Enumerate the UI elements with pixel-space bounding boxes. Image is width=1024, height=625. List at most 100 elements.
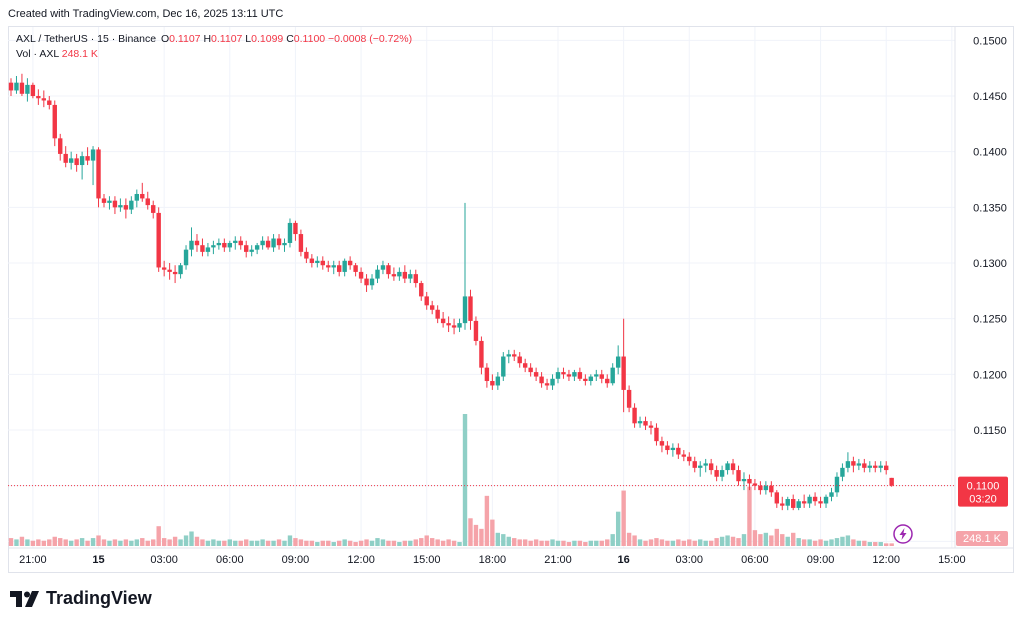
volume-bar <box>577 540 583 546</box>
volume-bar <box>468 518 473 546</box>
volume-bar <box>818 539 823 546</box>
candle-body <box>730 463 736 471</box>
volume-bar <box>25 539 30 546</box>
volume-bar <box>791 532 796 546</box>
volume-bar <box>156 526 161 546</box>
volume-bar <box>533 539 539 546</box>
volume-bar <box>326 540 331 546</box>
candle-body <box>539 376 544 384</box>
candle-body <box>643 421 648 426</box>
volume-bar <box>74 539 79 546</box>
candle-body <box>725 463 730 471</box>
volume-bar <box>429 538 435 546</box>
candle-body <box>337 265 342 272</box>
open-label: O <box>161 33 170 45</box>
candle-body <box>151 205 156 213</box>
volume-bar <box>63 539 68 546</box>
candle-body <box>626 389 632 408</box>
candle-body <box>74 158 79 166</box>
volume-bar <box>260 539 265 546</box>
candle-body <box>19 82 25 94</box>
candle-body <box>703 463 708 466</box>
volume-bar <box>107 540 112 546</box>
candle-body <box>216 242 222 246</box>
candle-body <box>801 501 807 504</box>
volume-bar <box>52 536 57 546</box>
volume-bar <box>189 531 194 546</box>
volume-bar <box>287 535 293 546</box>
volume-bar <box>254 540 260 546</box>
volume-bar <box>774 528 779 546</box>
volume-bar <box>687 539 692 546</box>
volume-bar <box>424 535 429 546</box>
candle-body <box>829 492 834 497</box>
time-tick-label: 03:00 <box>676 554 704 566</box>
tradingview-mark-icon <box>10 590 39 607</box>
volume-bar <box>484 495 490 546</box>
candle-body <box>588 376 594 382</box>
candle-body <box>758 485 763 491</box>
time-tick-label: 09:00 <box>282 554 310 566</box>
price-tick-label: 0.1350 <box>973 202 1007 214</box>
lightning-icon[interactable] <box>893 524 913 544</box>
candle-body <box>68 158 74 163</box>
candle-body <box>719 470 725 477</box>
candle-body <box>397 271 402 277</box>
volume-bar <box>495 532 501 546</box>
candle-body <box>25 84 30 94</box>
candle-body <box>178 265 183 275</box>
volume-bar <box>801 539 807 546</box>
candle-body <box>358 271 364 279</box>
volume-bar <box>626 532 632 546</box>
candle-body <box>249 249 254 252</box>
candle-body <box>566 374 572 377</box>
candle-body <box>47 100 52 105</box>
candle-body <box>889 477 894 486</box>
volume-bar <box>30 540 36 546</box>
price-tick-label: 0.1300 <box>973 258 1007 270</box>
candle-body <box>183 249 189 266</box>
volume-bar <box>490 519 495 546</box>
candle-body <box>774 492 779 504</box>
volume-bar <box>676 539 681 546</box>
low-value: 0.1099 <box>251 33 284 45</box>
volume-bar <box>151 539 156 546</box>
candle-body <box>189 240 194 250</box>
candle-body <box>134 193 140 201</box>
volume-bar <box>238 540 243 546</box>
candle-body <box>342 260 347 272</box>
volume-bar <box>780 534 785 546</box>
volume-bar <box>161 538 167 546</box>
volume-bar <box>747 486 752 546</box>
volume-bar <box>862 540 867 546</box>
volume-bar <box>118 540 123 546</box>
volume-bar <box>834 538 840 546</box>
candle-body <box>172 271 178 275</box>
candle-body <box>796 501 801 508</box>
volume-bar <box>692 540 697 546</box>
bar-countdown: 03:20 <box>969 494 997 506</box>
candle-body <box>610 367 615 384</box>
chart-legend: AXL / TetherUS · 15 · Binance O0.1107 H0… <box>16 32 412 62</box>
candle-body <box>233 240 238 243</box>
candle-body <box>741 478 747 482</box>
volume-bar <box>140 538 145 546</box>
volume-bar <box>615 511 621 546</box>
candle-body <box>101 198 107 203</box>
candle-body <box>364 278 369 286</box>
candle-body <box>818 501 823 504</box>
candle-body <box>63 153 68 163</box>
candle-body <box>862 463 867 468</box>
volume-bar <box>878 542 883 546</box>
candle-body <box>845 461 851 468</box>
created-with-caption: Created with TradingView.com, Dec 16, 20… <box>8 8 284 20</box>
candle-body <box>238 240 243 246</box>
candle-body <box>413 274 418 284</box>
volume-bar <box>402 540 408 546</box>
volume-bar <box>807 539 812 546</box>
candle-body <box>107 200 112 203</box>
last-price-badge: 0.1100 03:20 <box>958 476 1008 507</box>
volume-bar <box>134 539 140 546</box>
price-tick-label: 0.1400 <box>973 147 1007 159</box>
